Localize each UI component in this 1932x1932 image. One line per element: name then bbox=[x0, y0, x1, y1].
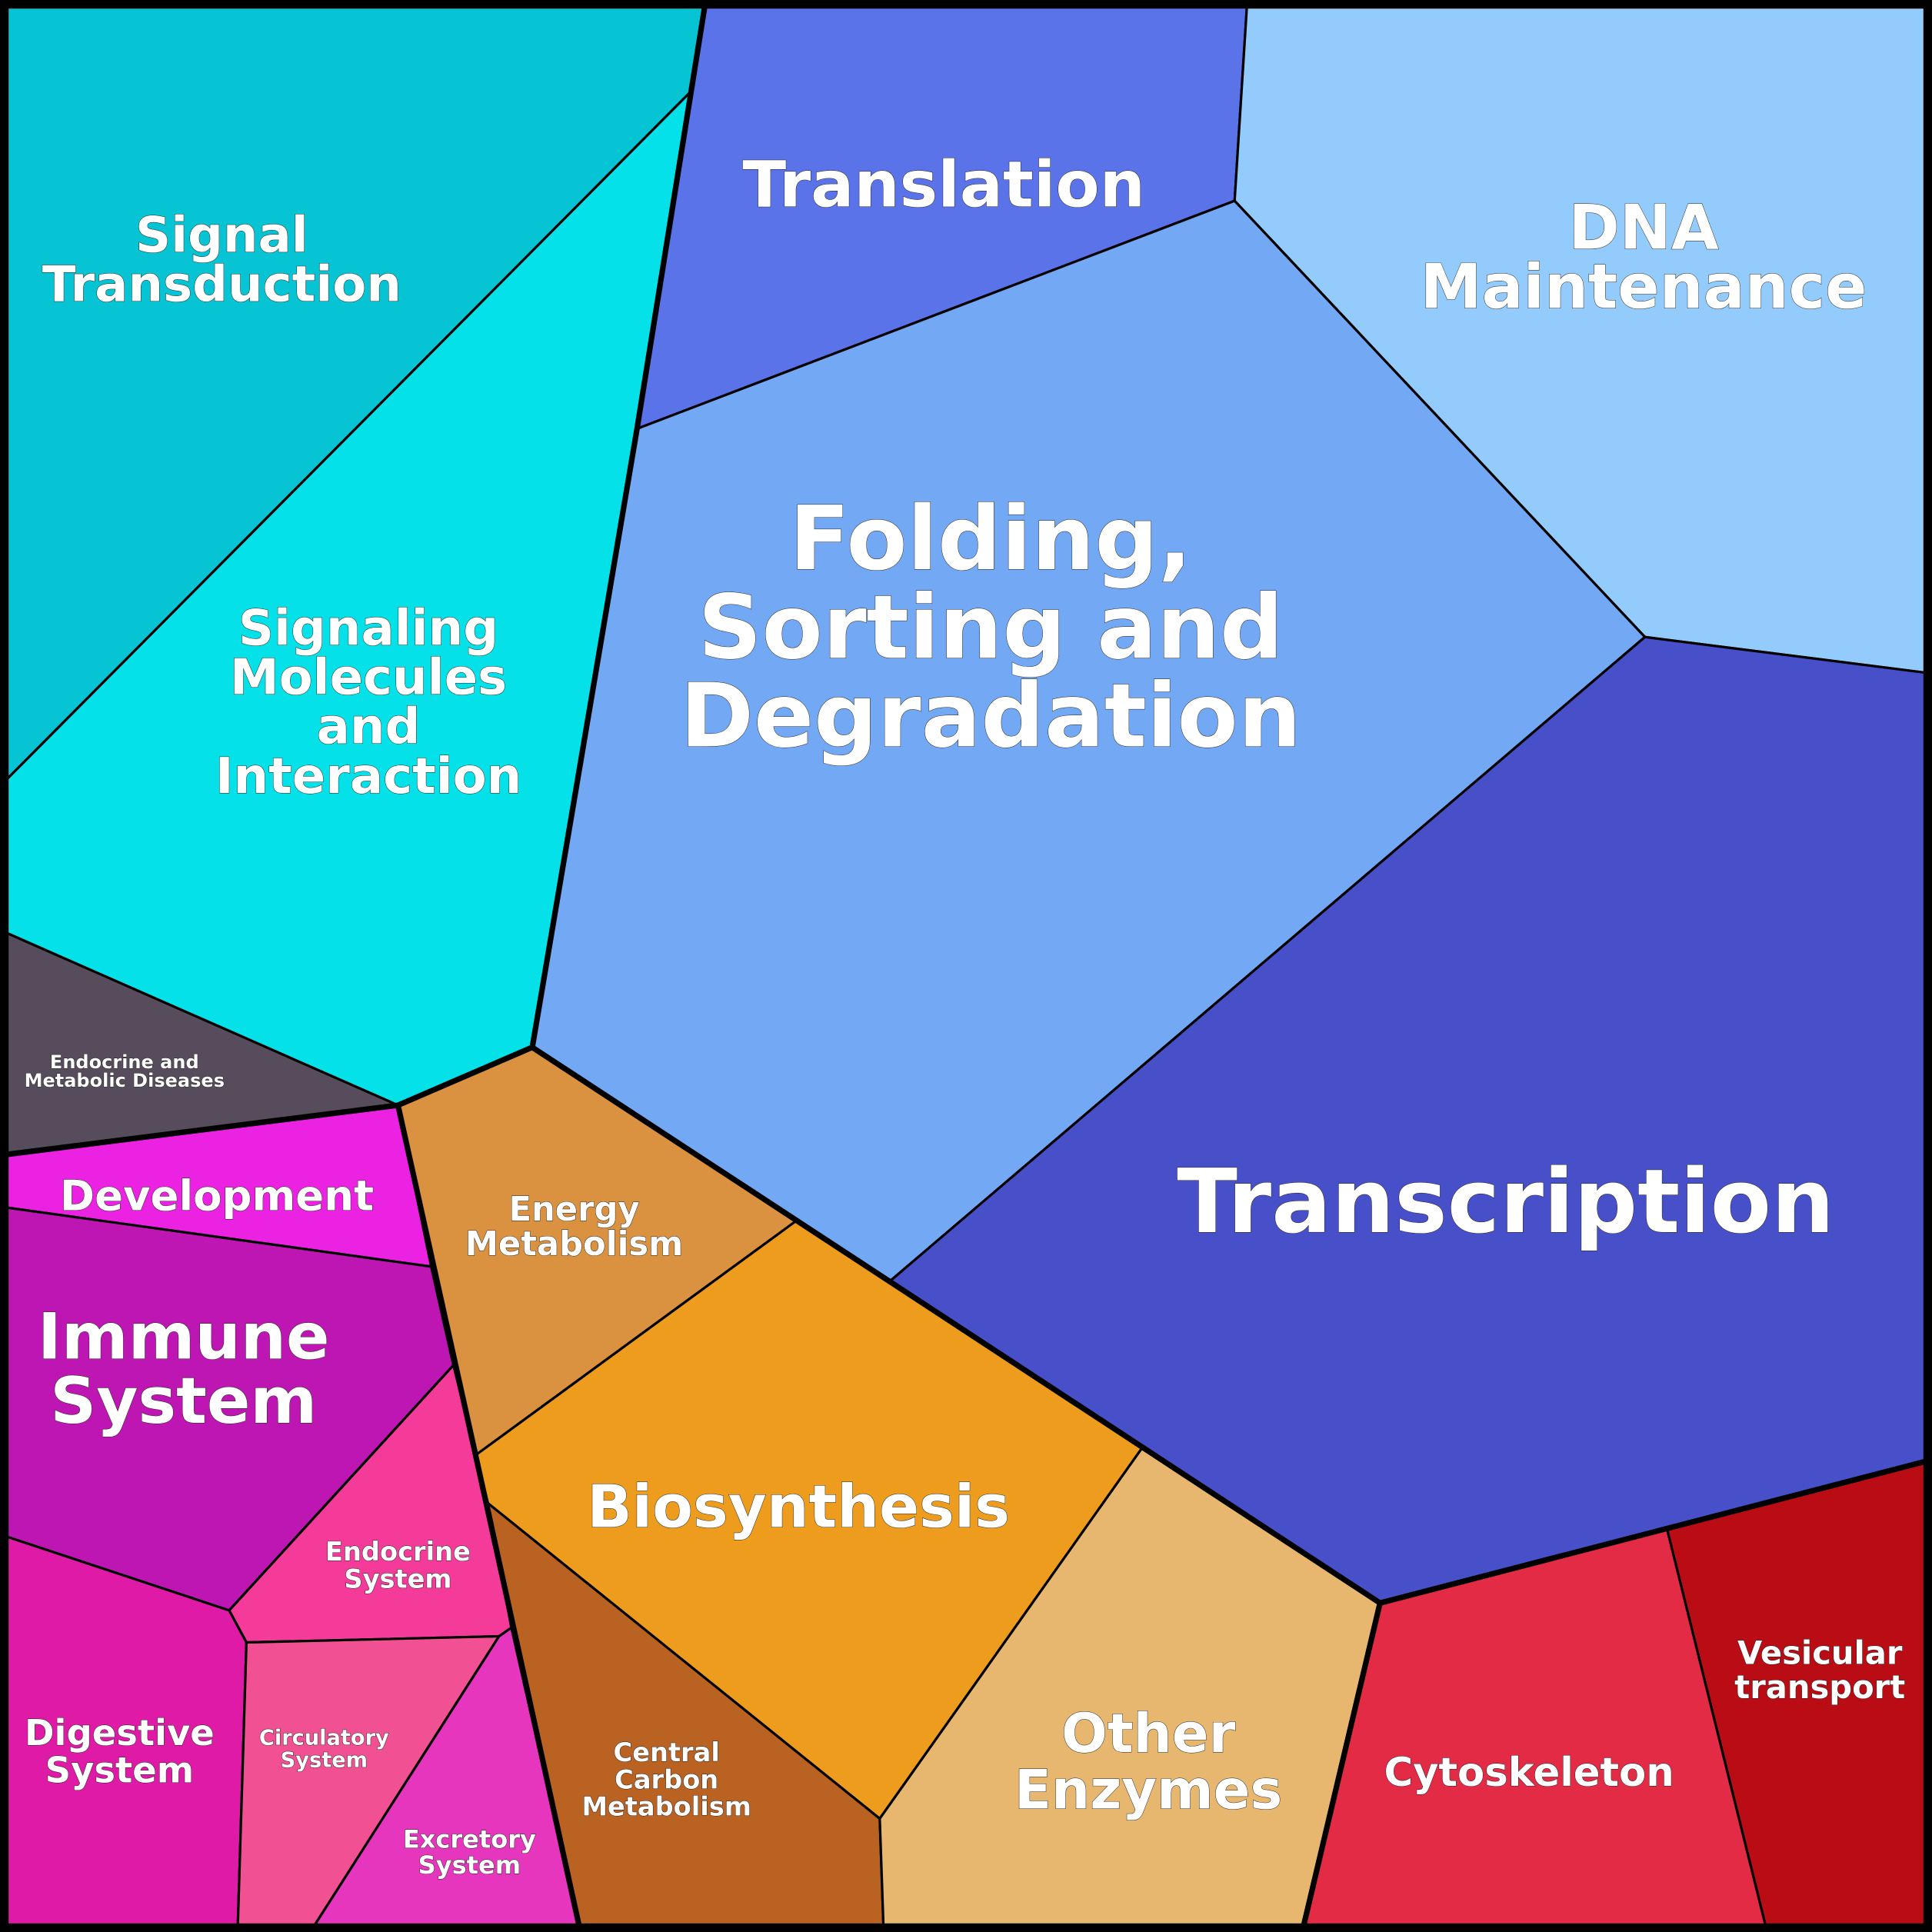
label-line: Carbon bbox=[615, 1764, 718, 1794]
label-line: Interaction bbox=[215, 748, 522, 805]
label-circulatory-system: Circulatory System bbox=[259, 1727, 389, 1773]
label-line: Immune bbox=[38, 1300, 330, 1374]
label-central-carbon-metabolism: Central Carbon Metabolism bbox=[582, 1737, 751, 1821]
label-line: DNA bbox=[1568, 192, 1719, 264]
label-line: Vesicular bbox=[1737, 1634, 1903, 1671]
label-line: Digestive bbox=[25, 1712, 215, 1754]
label-line: Signaling bbox=[238, 601, 498, 658]
label-line: System bbox=[50, 1364, 317, 1438]
label-line: Folding, bbox=[789, 488, 1191, 591]
label-immune-system: Immune System bbox=[38, 1300, 330, 1438]
label-digestive-system: Digestive System bbox=[25, 1712, 215, 1790]
label-line: Degradation bbox=[680, 665, 1301, 768]
label-excretory-system: Excretory System bbox=[403, 1825, 536, 1880]
label-line: Endocrine and bbox=[50, 1051, 199, 1073]
label-line: Biosynthesis bbox=[587, 1473, 1010, 1541]
label-line: Maintenance bbox=[1421, 251, 1867, 323]
label-line: Excretory bbox=[403, 1825, 536, 1854]
label-signaling-molecules: Signaling Molecules and Interaction bbox=[215, 601, 522, 805]
label-line: Central bbox=[614, 1737, 720, 1767]
label-line: Metabolic Diseases bbox=[25, 1070, 225, 1091]
label-line: Translation bbox=[742, 148, 1145, 222]
label-line: Metabolism bbox=[465, 1225, 683, 1264]
label-line: System bbox=[45, 1749, 194, 1790]
label-other-enzymes: Other Enzymes bbox=[1014, 1702, 1282, 1822]
label-line: Signal bbox=[135, 207, 308, 264]
label-line: and bbox=[317, 699, 421, 756]
label-cytoskeleton: Cytoskeleton bbox=[1384, 1750, 1674, 1796]
label-endocrine-metabolic-diseases: Endocrine and Metabolic Diseases bbox=[25, 1051, 225, 1091]
label-line: Endocrine bbox=[325, 1537, 471, 1567]
label-transcription: Transcription bbox=[1177, 1151, 1834, 1254]
group-boundary bbox=[1377, 1458, 1929, 1606]
group-boundary bbox=[529, 1044, 1383, 1929]
label-energy-metabolism: Energy Metabolism bbox=[465, 1191, 683, 1264]
label-folding: Folding, Sorting and Degradation bbox=[680, 488, 1301, 768]
label-line: Transduction bbox=[42, 257, 401, 314]
label-line: System bbox=[344, 1564, 451, 1594]
label-line: Transcription bbox=[1177, 1151, 1834, 1254]
label-line: Enzymes bbox=[1014, 1759, 1282, 1822]
label-line: transport bbox=[1734, 1668, 1905, 1706]
label-line: Circulatory bbox=[259, 1727, 389, 1750]
label-line: Energy bbox=[508, 1191, 639, 1229]
label-line: Metabolism bbox=[582, 1792, 751, 1822]
label-signal-transduction: Signal Transduction bbox=[42, 207, 401, 313]
label-vesicular-transport: Vesicular transport bbox=[1734, 1634, 1905, 1706]
label-line: Molecules bbox=[230, 650, 507, 707]
label-translation: Translation bbox=[742, 148, 1145, 222]
group-boundary bbox=[395, 1102, 582, 1929]
label-line: Development bbox=[60, 1171, 374, 1221]
label-development: Development bbox=[60, 1171, 374, 1221]
label-endocrine-system: Endocrine System bbox=[325, 1537, 471, 1594]
label-line: Other bbox=[1061, 1702, 1236, 1765]
label-line: System bbox=[281, 1749, 368, 1773]
label-dna-maintenance: DNA Maintenance bbox=[1421, 192, 1867, 323]
label-biosynthesis: Biosynthesis bbox=[587, 1473, 1010, 1541]
label-line: Sorting and bbox=[698, 576, 1283, 679]
label-line: System bbox=[418, 1850, 521, 1880]
label-line: Cytoskeleton bbox=[1384, 1750, 1674, 1796]
